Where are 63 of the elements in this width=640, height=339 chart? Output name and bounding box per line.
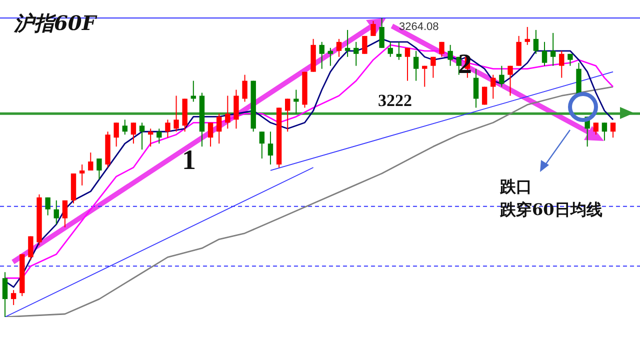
annotation: 1	[182, 145, 196, 177]
candlestick	[319, 41, 324, 70]
candlestick	[216, 113, 222, 144]
chart-title: 沪指60F	[14, 10, 96, 37]
candlestick	[524, 26, 530, 46]
candlestick	[542, 41, 548, 66]
candlestick	[593, 122, 598, 136]
candlestick	[413, 50, 419, 82]
annotation: 跌穿60日均线	[500, 200, 602, 219]
candlestick	[516, 35, 522, 66]
candlestick	[225, 95, 230, 130]
annotation: 跌口	[500, 177, 532, 196]
candlestick	[396, 41, 402, 60]
candlestick	[336, 38, 342, 58]
candlestick	[268, 131, 274, 166]
candlestick	[439, 41, 444, 58]
candlestick	[28, 236, 34, 261]
candlestick	[354, 41, 359, 66]
candlestick	[362, 35, 368, 54]
candlestick	[234, 89, 239, 130]
candlestick	[208, 122, 214, 148]
candlestick	[490, 74, 496, 100]
candlestick	[473, 68, 479, 108]
candlestick	[54, 200, 59, 225]
candlestick	[388, 41, 393, 58]
candlestick	[285, 98, 290, 132]
candlestick	[190, 80, 196, 102]
candlestick	[404, 47, 410, 82]
candlestick	[96, 158, 102, 180]
candlestick	[379, 18, 384, 48]
candlestick	[610, 122, 616, 138]
candlestick	[156, 128, 162, 144]
candlestick	[148, 128, 154, 148]
candlestick	[328, 47, 334, 66]
annotation: 3264.08	[399, 21, 439, 34]
candlestick	[45, 196, 50, 216]
candlestick	[122, 119, 128, 136]
candlestick	[533, 29, 539, 54]
candlestick	[259, 131, 265, 160]
candlestick	[370, 20, 376, 36]
candlestick	[114, 122, 119, 148]
annotation: 2	[458, 49, 472, 81]
candlestick	[242, 74, 248, 102]
candlestick	[550, 32, 556, 66]
annotation: 3222	[378, 91, 412, 111]
candlestick	[174, 95, 179, 132]
candlestick	[130, 122, 136, 144]
candlestick	[430, 56, 436, 78]
candlestick	[448, 44, 453, 66]
candlestick	[139, 122, 145, 150]
candlestick	[62, 200, 68, 228]
candlestick	[294, 89, 299, 114]
candlestick	[602, 122, 608, 142]
candlestick	[2, 272, 8, 317]
candlestick	[79, 164, 85, 186]
candlestick	[499, 65, 504, 88]
candlestick	[508, 65, 513, 96]
candlestick	[422, 65, 428, 88]
candlestick	[88, 152, 94, 171]
candlestick	[344, 29, 350, 58]
candlestick	[10, 290, 16, 306]
candlestick	[559, 50, 564, 78]
candlestick	[165, 119, 170, 138]
